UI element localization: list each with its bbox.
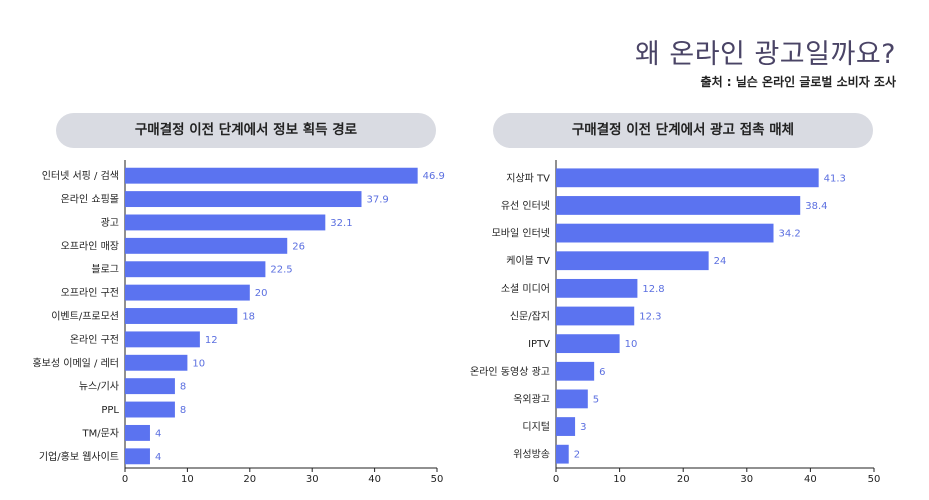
left-value-label: 20	[255, 288, 268, 299]
left-value-label: 8	[180, 405, 186, 416]
left-category-label: 뉴스/기사	[79, 381, 119, 393]
right-value-label: 24	[714, 256, 727, 267]
left-bar	[125, 378, 175, 395]
left-x-tick-label: 0	[122, 474, 128, 485]
left-x-tick-label: 50	[431, 474, 444, 485]
left-bar	[125, 167, 418, 184]
left-value-label: 37.9	[366, 195, 388, 206]
left-bar	[125, 191, 362, 208]
left-bar	[125, 401, 175, 418]
left-category-label: 블로그	[91, 264, 119, 276]
right-bar	[556, 334, 620, 354]
page-title: 왜 온라인 광고일까요?	[634, 39, 896, 70]
right-category-label: IPTV	[528, 339, 550, 350]
left-category-label: 온라인 쇼핑몰	[61, 194, 119, 206]
left-category-label: 홍보성 이메일 / 레터	[32, 356, 119, 369]
right-category-label: 유선 인터넷	[501, 200, 550, 212]
left-value-label: 12	[205, 335, 218, 346]
left-category-label: 오프라인 구전	[61, 287, 119, 299]
left-bar	[125, 214, 326, 231]
right-category-label: 디지털	[522, 421, 550, 433]
left-x-tick-label: 10	[181, 474, 194, 485]
left-bar	[125, 308, 238, 324]
left-value-label: 4	[155, 428, 161, 439]
left-category-label: 인터넷 서핑 / 검색	[42, 170, 119, 182]
left-bar	[125, 284, 250, 301]
right-value-label: 41.3	[824, 173, 846, 184]
right-value-label: 12.3	[639, 312, 661, 323]
source-note: 출처 : 닐슨 온라인 글로벌 소비자 조사	[700, 75, 896, 89]
right-x-tick-label: 30	[740, 474, 753, 485]
left-category-label: TM/문자	[81, 427, 119, 439]
left-bar	[125, 261, 266, 278]
left-bar	[125, 424, 150, 441]
right-bar	[556, 196, 801, 215]
right-bar	[556, 168, 819, 188]
right-value-label: 3	[580, 422, 586, 433]
right-bar	[556, 306, 635, 326]
right-x-tick-label: 0	[553, 474, 559, 485]
right-value-label: 34.2	[779, 229, 801, 240]
right-chart-title: 구매결정 이전 단계에서 광고 접촉 매체	[493, 113, 873, 148]
right-category-label: 모바일 인터넷	[492, 228, 550, 240]
left-bar	[125, 331, 200, 348]
right-category-label: 신문/잡지	[510, 311, 550, 323]
right-category-label: 위성방송	[513, 448, 550, 461]
right-bar	[556, 444, 569, 464]
right-value-label: 5	[593, 394, 599, 405]
right-category-label: 온라인 동영상 광고	[470, 366, 550, 378]
left-value-label: 18	[242, 312, 255, 323]
left-category-label: 이벤트/프로모션	[51, 311, 119, 323]
left-category-label: PPL	[101, 405, 119, 416]
left-x-tick-label: 30	[306, 474, 319, 485]
right-bar	[556, 361, 595, 381]
right-x-tick-label: 50	[868, 474, 881, 485]
right-x-tick-label: 20	[677, 474, 690, 485]
left-bar	[125, 448, 150, 465]
left-value-label: 46.9	[423, 171, 445, 182]
right-x-tick-label: 40	[804, 474, 817, 485]
left-x-tick-label: 20	[243, 474, 256, 485]
right-bar	[556, 251, 709, 271]
left-x-tick-label: 40	[368, 474, 381, 485]
left-category-label: 기업/홍보 웹사이트	[39, 450, 119, 463]
left-chart-title: 구매결정 이전 단계에서 정보 획득 경로	[56, 113, 436, 148]
left-category-label: 광고	[101, 217, 119, 229]
right-category-label: 옥외광고	[513, 393, 550, 405]
right-category-label: 지상파 TV	[506, 172, 550, 184]
right-bar	[556, 278, 638, 298]
right-value-label: 38.4	[805, 201, 827, 212]
left-value-label: 26	[292, 241, 305, 252]
right-x-tick-label: 10	[613, 474, 626, 485]
left-bar	[125, 354, 188, 371]
right-bar	[556, 223, 774, 243]
left-category-label: 온라인 구전	[70, 334, 119, 346]
right-category-label: 케이블 TV	[506, 255, 550, 267]
left-value-label: 22.5	[270, 265, 292, 276]
left-category-label: 오프라인 매장	[61, 240, 119, 252]
left-value-label: 10	[192, 358, 205, 369]
right-category-label: 소셜 미디어	[501, 283, 550, 295]
left-value-label: 8	[180, 382, 186, 393]
right-bar	[556, 389, 588, 409]
left-value-label: 4	[155, 452, 161, 463]
right-value-label: 6	[599, 367, 605, 378]
right-value-label: 10	[625, 339, 638, 350]
right-value-label: 12.8	[642, 284, 664, 295]
left-bar	[125, 237, 288, 254]
right-value-label: 2	[574, 450, 580, 461]
right-bar	[556, 417, 576, 436]
left-value-label: 32.1	[330, 218, 352, 229]
